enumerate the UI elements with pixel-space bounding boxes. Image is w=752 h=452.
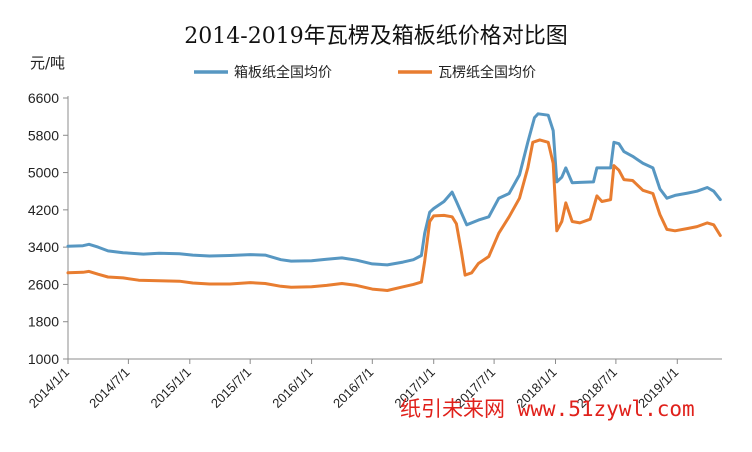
x-tick-label: 2015/1/1 — [148, 365, 194, 411]
series-line-2 — [66, 138, 722, 292]
y-tick-label: 1800 — [28, 314, 59, 330]
x-tick-label: 2016/1/1 — [269, 365, 315, 411]
y-tick-label: 5000 — [28, 165, 59, 181]
chart-legend: 箱板纸全国均价 瓦楞纸全国均价 — [194, 64, 536, 81]
chart-title: 2014-2019年瓦楞及箱板纸价格对比图 — [184, 24, 567, 49]
y-tick-label: 6600 — [28, 90, 59, 106]
x-tick-label: 2015/7/1 — [208, 365, 254, 411]
series-layer — [66, 112, 722, 292]
y-tick-label: 5800 — [28, 127, 59, 143]
x-tick-label: 2014/1/1 — [26, 365, 72, 411]
legend-label-2: 瓦楞纸全国均价 — [438, 64, 536, 81]
y-axis: 1000 1800 2600 3400 4200 5000 5800 6600 — [28, 90, 69, 367]
x-tick-label: 2014/7/1 — [86, 365, 132, 411]
series-line-1 — [66, 112, 722, 267]
x-tick-label: 2016/7/1 — [330, 365, 376, 411]
legend-label-1: 箱板纸全国均价 — [234, 64, 332, 81]
y-tick-label: 4200 — [28, 202, 59, 218]
y-tick-label: 3400 — [28, 239, 59, 255]
y-axis-unit-label: 元/吨 — [30, 54, 65, 72]
y-tick-label: 1000 — [28, 351, 59, 367]
y-tick-label: 2600 — [28, 276, 59, 292]
watermark-text: 纸引未来网 www.51zywl.com — [400, 397, 695, 421]
